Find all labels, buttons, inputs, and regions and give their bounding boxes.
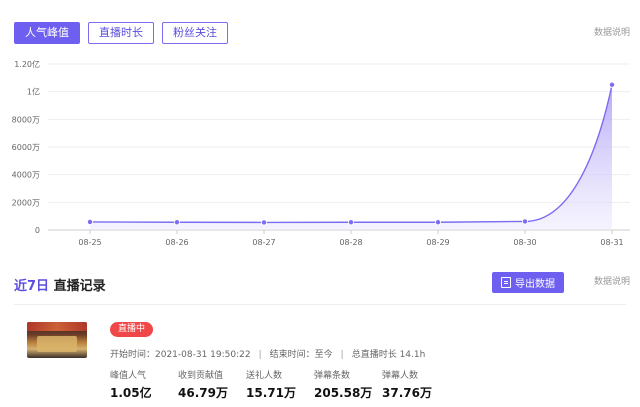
x-tick-label: 08-25 [78, 238, 101, 247]
meta-separator: | [340, 350, 344, 360]
records-data-note-link[interactable]: 数据说明 [593, 277, 630, 287]
data-point [173, 219, 180, 226]
y-tick-label: 4000万 [12, 171, 40, 180]
record-stats: 峰值人气 1.05亿 收到贡献值 46.79万 送礼人数 15.71万 弹幕条数… [110, 368, 450, 401]
stat-danmaku-users: 弹幕人数 37.76万 [382, 368, 450, 401]
records-title: 近7日 直播记录 [14, 275, 106, 294]
record-meta: 开始时间：2021-08-31 19:50:22 | 结束时间：至今 | 总直播时长 1… [110, 347, 425, 360]
stat-contribution: 收到贡献值 46.79万 [178, 368, 246, 401]
stat-value: 205.58万 [314, 386, 373, 400]
tab-fan-follows[interactable]: 粉丝关注 [162, 22, 228, 44]
x-tick-label: 08-31 [600, 238, 623, 247]
popularity-chart: 0 2000万 4000万 6000万 8000万 1亿 1.20亿 08-25 08-26 08… [12, 59, 630, 247]
y-tick-label: 1.20亿 [14, 59, 40, 69]
data-point [87, 218, 94, 225]
end-time: 结束时间：至今 [269, 350, 333, 360]
start-time: 开始时间：2021-08-31 19:50:22 [110, 350, 251, 360]
stream-thumbnail[interactable] [27, 322, 87, 358]
y-tick-label: 8000万 [12, 115, 40, 124]
total-duration: 总直播时长 14.1h [351, 350, 426, 360]
data-point [522, 218, 529, 225]
stat-label: 送礼人数 [246, 371, 283, 381]
stat-label: 弹幕人数 [382, 371, 419, 381]
stat-value: 15.71万 [246, 386, 296, 400]
stat-label: 收到贡献值 [178, 371, 224, 381]
metric-tabs: 人气峰值 直播时长 粉丝关注 [14, 22, 228, 44]
x-tick-label: 08-27 [252, 238, 275, 247]
export-data-button[interactable]: 导出数据 [492, 272, 564, 293]
data-point [260, 219, 267, 226]
data-note-link[interactable]: 数据说明 [593, 28, 630, 38]
data-point [609, 81, 616, 88]
data-point [434, 219, 441, 226]
y-tick-label: 6000万 [12, 143, 40, 152]
stat-label: 弹幕条数 [314, 371, 351, 381]
excel-icon [501, 277, 511, 288]
series-line [89, 84, 613, 224]
data-point [347, 219, 354, 226]
tab-live-duration[interactable]: 直播时长 [88, 22, 154, 44]
x-tick-label: 08-30 [513, 238, 536, 247]
y-tick-label: 0 [35, 226, 40, 235]
series-area [90, 84, 612, 230]
stat-value: 1.05亿 [110, 386, 152, 400]
stat-danmaku-count: 弹幕条数 205.58万 [314, 368, 382, 401]
live-record-card[interactable]: 直播中 开始时间：2021-08-31 19:50:22 | 结束时间：至今 | 总直播… [14, 304, 626, 407]
x-tick-label: 08-26 [165, 238, 188, 247]
x-tick-label: 08-28 [339, 238, 362, 247]
x-tick-label: 08-29 [426, 238, 449, 247]
live-status-badge: 直播中 [110, 322, 154, 337]
meta-separator: | [258, 350, 262, 360]
y-tick-label: 1亿 [27, 87, 40, 97]
export-data-label: 导出数据 [515, 279, 555, 290]
records-title-text: 直播记录 [49, 279, 106, 294]
stat-peak-popularity: 峰值人气 1.05亿 [110, 368, 178, 401]
stat-value: 37.76万 [382, 386, 432, 400]
stat-gift-senders: 送礼人数 15.71万 [246, 368, 314, 401]
stat-label: 峰值人气 [110, 371, 147, 381]
tab-peak-popularity[interactable]: 人气峰值 [14, 22, 80, 44]
y-tick-label: 2000万 [12, 198, 40, 207]
stat-value: 46.79万 [178, 386, 228, 400]
records-title-accent: 近7日 [14, 279, 50, 294]
